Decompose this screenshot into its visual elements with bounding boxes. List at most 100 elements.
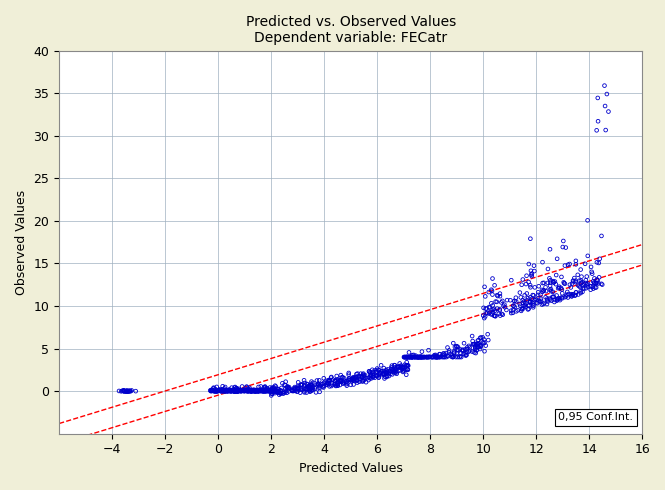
Point <box>396 362 406 369</box>
Point <box>282 383 293 391</box>
Point <box>475 341 485 349</box>
Point <box>302 383 313 391</box>
Point <box>378 371 388 379</box>
Point <box>350 373 361 381</box>
Point <box>458 347 469 355</box>
Point <box>118 387 129 395</box>
Point <box>299 389 310 396</box>
Point <box>264 388 275 395</box>
Point <box>462 343 473 351</box>
Point <box>305 388 315 395</box>
Point <box>248 386 259 394</box>
Point <box>264 387 275 394</box>
Point <box>295 381 306 389</box>
Point <box>483 336 493 344</box>
Point <box>537 288 548 295</box>
Point <box>364 368 375 376</box>
Point <box>251 387 262 394</box>
Point <box>293 378 303 386</box>
Point <box>237 387 248 394</box>
Point <box>497 310 507 318</box>
Point <box>324 377 334 385</box>
Point <box>248 387 259 395</box>
Point <box>479 314 489 322</box>
Point <box>422 353 432 361</box>
Point <box>495 290 505 297</box>
Point <box>559 278 569 286</box>
Point <box>581 284 591 292</box>
Point <box>124 387 135 395</box>
Point <box>545 295 555 303</box>
Point <box>378 364 389 372</box>
Point <box>380 373 390 381</box>
Point <box>386 368 397 375</box>
Point <box>507 309 518 317</box>
Point <box>332 380 342 388</box>
Point <box>449 349 460 357</box>
Point <box>502 296 513 304</box>
Point <box>315 388 325 396</box>
Point <box>267 384 278 392</box>
Point <box>211 387 221 395</box>
Point <box>238 386 249 394</box>
Point <box>498 302 509 310</box>
Point <box>347 375 358 383</box>
Point <box>220 383 231 391</box>
Point <box>270 382 281 390</box>
Point <box>544 294 555 302</box>
Point <box>480 342 491 349</box>
Point <box>437 351 448 359</box>
Point <box>552 296 563 304</box>
Point <box>346 381 356 389</box>
Point <box>258 387 269 395</box>
Point <box>373 374 384 382</box>
Point <box>588 283 598 291</box>
Point <box>303 382 314 390</box>
Point <box>233 387 244 394</box>
Point <box>224 386 235 393</box>
Point <box>207 386 218 394</box>
Point <box>269 388 280 395</box>
Point <box>209 387 220 394</box>
Point <box>224 386 235 394</box>
Point <box>268 388 279 395</box>
Point <box>322 381 332 389</box>
Point <box>214 386 225 394</box>
Point <box>344 375 354 383</box>
Point <box>492 305 503 313</box>
Point <box>525 298 536 306</box>
Point <box>390 367 400 375</box>
Point <box>511 294 521 302</box>
Point <box>583 283 593 291</box>
Point <box>394 360 405 368</box>
Point <box>479 336 489 343</box>
Point <box>358 370 368 378</box>
Point <box>275 387 286 394</box>
Point <box>228 386 239 394</box>
Point <box>528 303 539 311</box>
Point <box>230 383 241 391</box>
Point <box>342 379 352 387</box>
Point <box>367 370 378 378</box>
Point <box>315 384 326 392</box>
Point <box>394 363 405 370</box>
Point <box>287 387 298 395</box>
Point <box>232 388 243 395</box>
Point <box>230 387 241 395</box>
Point <box>470 349 481 357</box>
Point <box>266 392 277 399</box>
Point <box>546 297 557 305</box>
Point <box>593 259 604 267</box>
Point <box>408 351 419 359</box>
Point <box>240 386 251 394</box>
Point <box>213 386 223 394</box>
Point <box>402 361 412 369</box>
Point <box>328 376 338 384</box>
Point <box>282 384 293 392</box>
Point <box>232 387 243 395</box>
Point <box>293 385 303 392</box>
Point <box>231 384 241 392</box>
Point <box>406 353 417 361</box>
Point <box>233 385 244 393</box>
Point <box>410 353 420 361</box>
